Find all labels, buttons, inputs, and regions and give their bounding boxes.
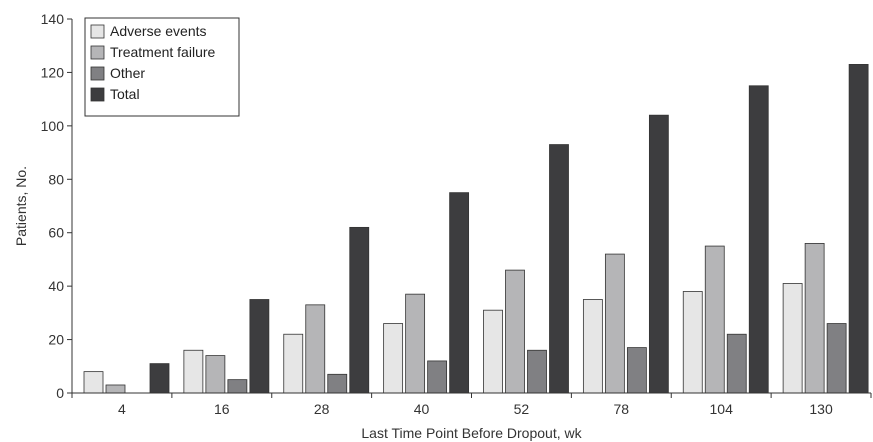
bar-adverse-events-52 (483, 309, 503, 394)
bar-total-52 (549, 144, 569, 394)
bar-other-104 (726, 333, 747, 394)
x-tick-label-104: 104 (710, 401, 734, 417)
bar-total-104 (748, 85, 769, 394)
legend-label-adverse-events: Adverse events (110, 23, 207, 39)
x-axis-title: Last Time Point Before Dropout, wk (361, 425, 582, 441)
legend-box (84, 17, 240, 117)
bar-total-40 (449, 192, 470, 394)
x-tick-label-16: 16 (214, 401, 230, 417)
bar-other-78 (626, 347, 647, 394)
bar-total-4 (149, 363, 170, 394)
bar-other-28 (327, 373, 348, 394)
bar-total-28 (349, 226, 370, 394)
bar-adverse-events-28 (283, 333, 304, 394)
bar-adverse-events-16 (183, 349, 204, 394)
y-tick-label-80: 80 (48, 171, 64, 187)
bar-total-130 (848, 64, 869, 394)
x-tick-label-130: 130 (809, 401, 833, 417)
bars-group (83, 64, 869, 394)
x-tick-label-52: 52 (514, 401, 530, 417)
y-axis-title: Patients, No. (13, 166, 29, 246)
y-tick-label-40: 40 (48, 278, 64, 294)
bar-treatment-failure-16 (205, 355, 226, 394)
bar-adverse-events-78 (582, 299, 603, 394)
bar-adverse-events-4 (83, 371, 104, 394)
bar-treatment-failure-130 (804, 242, 825, 394)
legend-swatch-adverse-events (90, 24, 105, 39)
y-tick-label-0: 0 (56, 385, 64, 401)
y-tick-label-120: 120 (41, 64, 65, 80)
bar-treatment-failure-28 (305, 304, 326, 394)
axes-group: 0 20 40 60 80 100 120 140 4 16 28 40 52 78 104 130 (41, 11, 872, 417)
bar-treatment-failure-78 (604, 253, 625, 394)
bar-treatment-failure-52 (505, 269, 525, 394)
bar-other-52 (527, 349, 547, 394)
bar-adverse-events-130 (782, 283, 803, 394)
bar-total-16 (249, 299, 270, 394)
x-tick-label-4: 4 (118, 401, 126, 417)
bar-total-78 (648, 114, 669, 394)
bar-other-130 (826, 323, 847, 394)
y-tick-label-20: 20 (48, 332, 64, 348)
bar-treatment-failure-40 (405, 293, 426, 394)
bar-adverse-events-104 (682, 291, 703, 394)
x-tick-label-40: 40 (414, 401, 430, 417)
x-tick-label-28: 28 (314, 401, 330, 417)
legend-label-total: Total (110, 86, 140, 102)
legend-label-other: Other (110, 65, 145, 81)
bar-treatment-failure-104 (704, 245, 725, 394)
legend: Adverse events Treatment failure Other Tota… (84, 17, 240, 117)
x-tick-label-78: 78 (614, 401, 630, 417)
bar-adverse-events-40 (383, 323, 404, 394)
bar-other-16 (227, 379, 248, 394)
bar-treatment-failure-4 (105, 384, 126, 394)
legend-swatch-treatment-failure (90, 45, 105, 60)
legend-label-treatment-failure: Treatment failure (110, 44, 216, 60)
y-tick-label-100: 100 (41, 118, 65, 134)
legend-swatch-other (90, 66, 105, 81)
y-tick-label-140: 140 (41, 11, 65, 27)
legend-swatch-total (90, 87, 105, 102)
y-tick-label-60: 60 (48, 225, 64, 241)
bar-other-40 (427, 360, 448, 394)
